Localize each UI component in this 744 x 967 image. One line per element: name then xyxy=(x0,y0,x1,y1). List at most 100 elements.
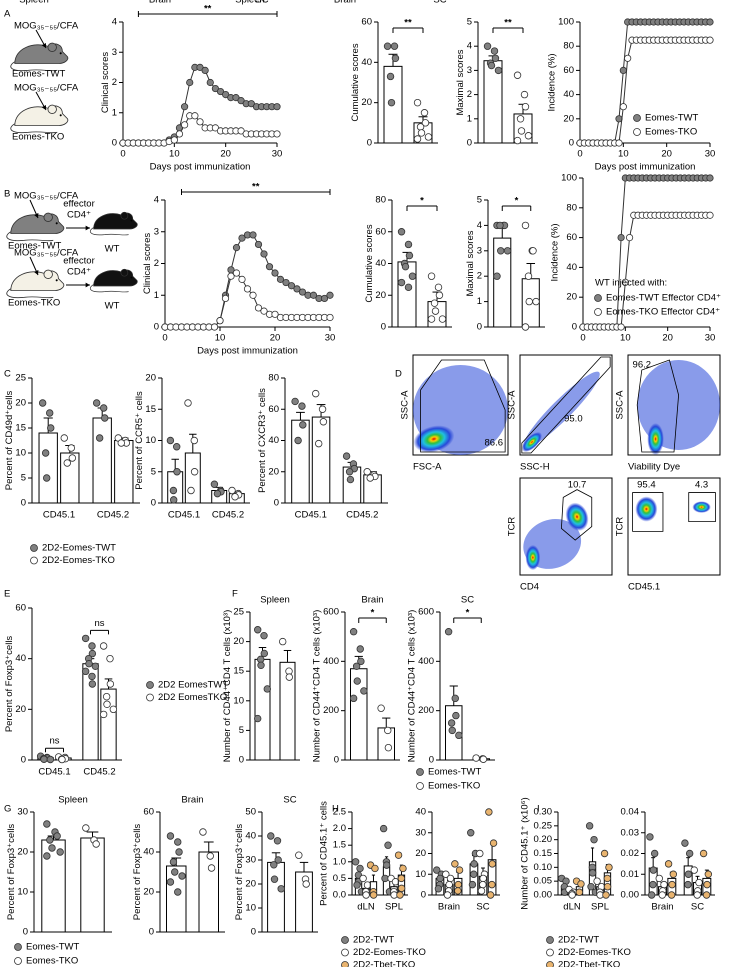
data-point xyxy=(117,439,125,447)
y-tick-label: 0 xyxy=(477,322,482,333)
y-tick-label: 40 xyxy=(361,57,372,68)
bar xyxy=(397,261,417,328)
y-tick-label: 0.15 xyxy=(534,848,553,859)
diagram-label: effector xyxy=(63,256,95,267)
chart-title: Brain xyxy=(149,0,171,6)
data-point xyxy=(206,852,214,860)
data-point xyxy=(587,883,595,891)
data-point xyxy=(362,891,370,899)
point xyxy=(619,103,627,111)
chart-title: Spleen xyxy=(58,795,88,806)
y-tick-label: 0 xyxy=(429,755,434,766)
y-tick-label: 0.25 xyxy=(534,820,553,831)
data-point xyxy=(99,642,108,650)
point xyxy=(625,234,634,242)
x-tick-label: CD45.1 xyxy=(168,510,200,521)
point xyxy=(175,130,184,138)
data-point xyxy=(649,866,658,874)
bar xyxy=(38,432,58,504)
x-tick-label: Brain xyxy=(438,902,460,913)
data-point xyxy=(270,875,279,883)
y-tick-label: 0 xyxy=(381,322,386,333)
panel-letter: I xyxy=(537,804,540,815)
point xyxy=(170,136,178,144)
data-point xyxy=(359,874,367,883)
y-tick-label: 3 xyxy=(467,65,472,76)
data-point xyxy=(446,874,455,883)
y-tick-label: 5 xyxy=(467,17,472,28)
data-point xyxy=(434,885,443,893)
mouse-ear xyxy=(47,104,57,115)
y-tick-label: 1 xyxy=(154,290,159,301)
point xyxy=(287,282,296,290)
chart-title: Brain xyxy=(361,595,383,606)
point xyxy=(249,231,257,239)
data-point xyxy=(479,755,488,763)
point xyxy=(617,323,625,331)
data-point xyxy=(356,645,364,653)
data-point xyxy=(603,874,612,883)
diagram-label: WT xyxy=(105,301,120,312)
point xyxy=(238,275,246,283)
density-core xyxy=(565,502,589,531)
y-tick-label: 40 xyxy=(415,807,426,818)
data-point xyxy=(447,719,456,727)
y-tick-label: 4 xyxy=(467,41,472,52)
data-point xyxy=(397,228,406,236)
data-point xyxy=(48,844,56,852)
data-point xyxy=(702,891,711,899)
x-tick-label: CD45.1 xyxy=(43,510,75,521)
data-point xyxy=(43,474,51,482)
chart-title: SC xyxy=(433,0,446,6)
data-point xyxy=(424,133,433,141)
data-point xyxy=(346,475,355,484)
point xyxy=(210,323,219,331)
y-tick-label: 0.10 xyxy=(534,862,553,873)
significance-label: ** xyxy=(204,4,212,15)
diagram-label: CD4⁺ xyxy=(67,210,91,221)
data-point xyxy=(593,877,601,885)
data-point xyxy=(88,672,96,681)
y-tick-label: 0.00 xyxy=(621,890,640,901)
legend-marker xyxy=(633,128,641,136)
data-point xyxy=(298,402,306,410)
data-point xyxy=(699,849,708,858)
x-tick-label: 20 xyxy=(662,333,673,344)
y-axis-label: Percent of CD45.1⁺ cells xyxy=(319,801,330,906)
significance-label: * xyxy=(420,196,424,207)
y-tick-label: 400 xyxy=(418,656,434,667)
y-tick-label: 30 xyxy=(245,855,256,866)
data-point xyxy=(397,874,406,883)
x-tick-label: 10 xyxy=(215,333,226,344)
data-point xyxy=(174,888,182,896)
y-tick-label: 0.0 xyxy=(333,890,346,901)
mouse-ear xyxy=(120,211,129,220)
data-point xyxy=(391,54,400,62)
y-tick-label: 0 xyxy=(334,755,339,766)
legend-marker xyxy=(633,114,641,122)
y-tick-label: 200 xyxy=(418,705,434,716)
data-point xyxy=(396,891,404,899)
y-tick-label: 25 xyxy=(233,607,244,618)
legend-marker xyxy=(30,544,38,552)
legend-marker xyxy=(14,943,22,951)
data-point xyxy=(413,98,422,107)
data-point xyxy=(43,820,51,828)
y-tick-label: 600 xyxy=(418,607,434,618)
data-point xyxy=(41,449,50,457)
data-point xyxy=(577,880,585,888)
y-tick-label: 0 xyxy=(21,498,26,509)
data-point xyxy=(436,874,444,883)
y-tick-label: 2 xyxy=(154,258,159,269)
data-point xyxy=(520,90,529,99)
data-point xyxy=(408,272,417,280)
y-tick-label: 20 xyxy=(143,887,154,898)
data-point xyxy=(213,489,222,498)
y-tick-label: 80 xyxy=(375,195,386,206)
data-point xyxy=(67,444,75,452)
data-point xyxy=(497,247,505,255)
y-tick-label: 5 xyxy=(21,473,26,484)
point xyxy=(186,78,194,87)
legend-label: Eomes-TKO Effector CD4⁺ xyxy=(606,307,720,318)
y-tick-label: 0 xyxy=(421,890,426,901)
